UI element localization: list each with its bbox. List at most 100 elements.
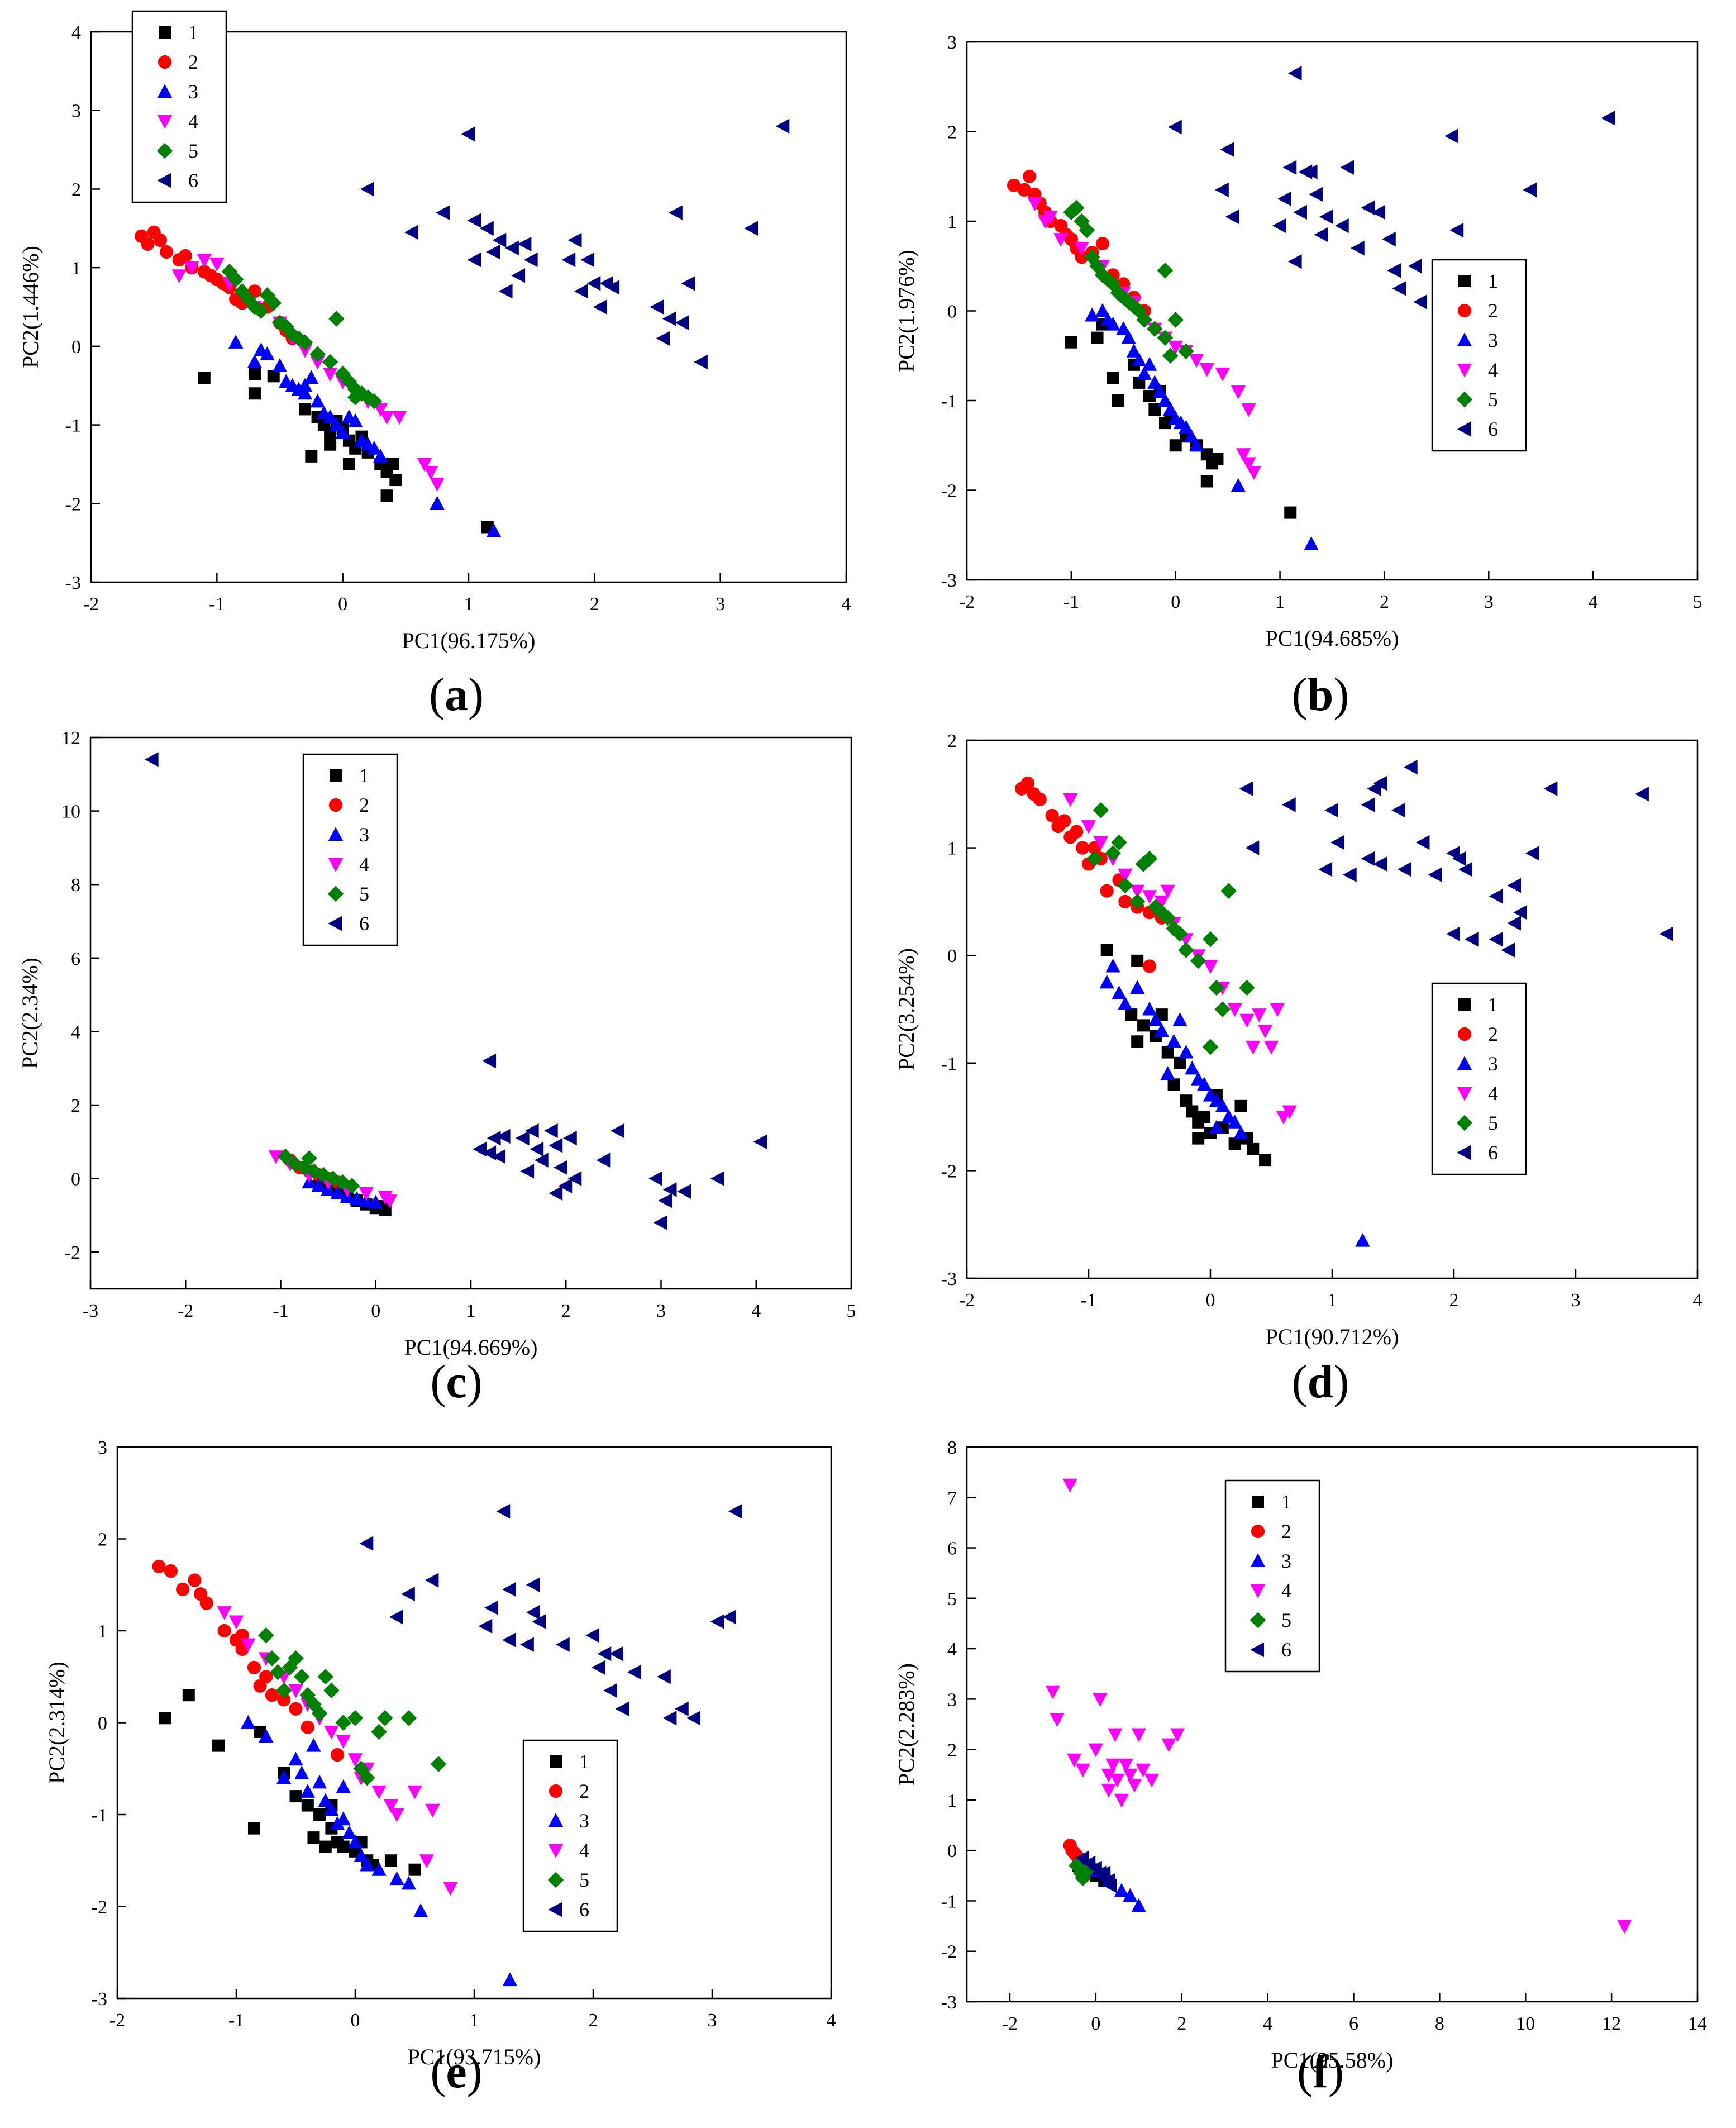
y-tick-label: 4 <box>71 1022 80 1042</box>
scatter-chart-b: -2 -1 0 1 2 3 4 5-3-2-10123PC1(94.685%)PC2(1.97… <box>894 32 1702 651</box>
legend-marker <box>549 1784 563 1798</box>
data-point <box>1513 904 1527 920</box>
legend-box <box>1224 1479 1320 1673</box>
data-point <box>710 1171 724 1186</box>
data-point <box>182 1689 195 1702</box>
data-point <box>1304 536 1319 550</box>
data-point <box>228 335 244 349</box>
legend-marker <box>1457 364 1472 378</box>
data-point <box>1489 889 1503 904</box>
data-point <box>389 1610 403 1625</box>
data-point <box>603 1683 617 1698</box>
data-point <box>511 268 526 283</box>
data-point <box>380 489 393 502</box>
data-point <box>1489 932 1503 947</box>
data-point <box>178 249 193 263</box>
data-point <box>1225 209 1239 225</box>
legend-marker <box>1457 1056 1472 1070</box>
data-point <box>1141 850 1158 867</box>
data-point <box>1200 475 1213 488</box>
data-point <box>401 1875 417 1890</box>
data-point <box>1116 321 1131 335</box>
data-point <box>1101 1783 1117 1798</box>
legend-label: 5 <box>188 140 198 162</box>
data-point <box>1123 1768 1138 1783</box>
data-point <box>276 1770 292 1784</box>
x-axis-label: PC1(90.712%) <box>1266 1324 1399 1349</box>
data-point <box>383 1194 398 1208</box>
data-point <box>336 1811 351 1826</box>
data-point <box>1185 1060 1200 1075</box>
data-point <box>389 1808 404 1822</box>
x-tick-label: 1 <box>470 2010 479 2031</box>
data-point <box>492 1149 506 1164</box>
data-point <box>1166 1034 1181 1048</box>
data-point <box>1211 453 1224 465</box>
data-point <box>650 299 664 315</box>
y-tick-label: -1 <box>941 1891 957 1912</box>
data-point <box>710 1614 724 1629</box>
data-point <box>1143 389 1156 402</box>
data-point <box>257 1627 274 1644</box>
y-tick-label: 0 <box>71 337 81 358</box>
panel-label-b: (b) <box>1291 669 1349 721</box>
x-tick-label: 4 <box>751 1301 761 1321</box>
data-point <box>297 344 313 358</box>
legend-label: 6 <box>359 912 369 935</box>
data-point <box>1231 385 1246 399</box>
legend-marker <box>1250 1553 1266 1567</box>
data-point <box>1130 980 1145 994</box>
data-point <box>1154 895 1169 910</box>
data-point <box>1136 1763 1151 1778</box>
data-point <box>1233 1125 1248 1139</box>
data-point <box>1501 942 1515 958</box>
data-point <box>1169 439 1182 452</box>
legend-marker <box>328 858 344 872</box>
plot-frame <box>966 1446 1699 2003</box>
data-point <box>1023 169 1037 183</box>
data-point <box>184 261 199 275</box>
legend-label: 5 <box>579 1869 589 1891</box>
legend-marker <box>330 769 342 782</box>
data-point <box>593 299 607 315</box>
data-point <box>293 1668 310 1685</box>
legend-marker <box>157 173 171 188</box>
x-tick-label: -2 <box>109 2010 125 2031</box>
data-point <box>305 450 318 463</box>
data-point <box>580 252 595 268</box>
data-point <box>1075 250 1089 264</box>
x-tick-label: 14 <box>1688 2013 1707 2034</box>
data-point <box>1270 1003 1285 1017</box>
data-point <box>1179 1044 1194 1059</box>
data-point <box>423 466 438 480</box>
legend-box <box>131 10 227 203</box>
x-tick-label: 3 <box>708 2010 717 2031</box>
data-point <box>430 478 445 492</box>
series-2 <box>135 225 299 345</box>
data-point <box>265 1688 279 1702</box>
y-tick-label: -2 <box>65 494 81 515</box>
legend-marker <box>328 916 342 931</box>
data-point <box>480 221 494 236</box>
data-point <box>728 1503 742 1519</box>
data-point <box>553 1160 567 1175</box>
series-5 <box>221 263 383 410</box>
legend-marker <box>1457 1145 1471 1160</box>
data-point <box>371 1724 387 1740</box>
data-point <box>198 372 211 384</box>
x-tick-label: -3 <box>83 1301 98 1321</box>
data-point <box>221 263 238 280</box>
data-point <box>1063 793 1078 807</box>
data-point <box>1160 1066 1175 1080</box>
data-point <box>1319 209 1333 225</box>
data-point <box>347 1834 363 1849</box>
data-point <box>1112 985 1127 999</box>
legend-marker <box>328 798 343 812</box>
data-point <box>1199 363 1214 377</box>
data-point <box>1309 187 1323 202</box>
data-point <box>199 1596 213 1610</box>
data-point <box>1507 878 1521 893</box>
panel-label-d: (d) <box>1291 1356 1349 1408</box>
data-point <box>371 1785 387 1799</box>
y-tick-label: 0 <box>98 1713 107 1734</box>
